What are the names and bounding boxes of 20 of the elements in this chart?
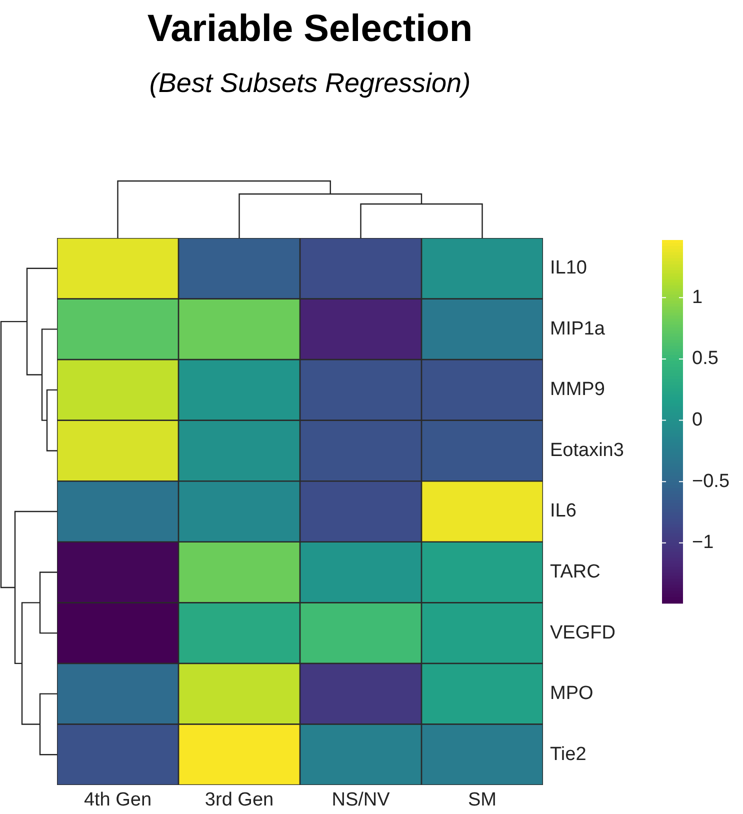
color-bar-label: −1 — [692, 532, 714, 554]
y-tick-label: MPO — [550, 683, 594, 704]
chart-subtitle: (Best Subsets Regression) — [148, 68, 472, 99]
y-tick-label: TARC — [550, 562, 600, 583]
color-bar-label: 0.5 — [692, 348, 718, 370]
color-bar-label: −0.5 — [692, 470, 730, 492]
y-tick-label: Tie2 — [550, 744, 586, 765]
y-tick-label: MIP1a — [550, 318, 606, 340]
x-tick-label: 3rd Gen — [204, 790, 274, 811]
color-bar-label: 1 — [692, 286, 703, 308]
y-tick-label: MMP9 — [550, 379, 605, 400]
y-tick-label: IL10 — [550, 258, 587, 279]
y-tick-label: Eotaxin3 — [550, 440, 624, 461]
chart-title: Variable Selection — [146, 8, 474, 51]
x-tick-label: NS/NV — [332, 790, 390, 811]
y-tick-label: IL6 — [550, 500, 576, 522]
y-tick-label: VEGFD — [550, 622, 616, 644]
x-tick-label: 4th Gen — [84, 790, 152, 811]
color-bar-label: 0 — [692, 410, 703, 431]
x-tick-label: SM — [468, 790, 496, 811]
